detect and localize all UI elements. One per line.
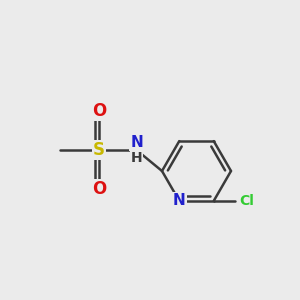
Text: O: O <box>92 102 106 120</box>
Text: N: N <box>130 135 143 150</box>
Text: Cl: Cl <box>239 194 254 208</box>
Text: N: N <box>173 194 186 208</box>
Text: O: O <box>92 180 106 198</box>
Text: S: S <box>93 141 105 159</box>
Text: H: H <box>131 151 142 164</box>
